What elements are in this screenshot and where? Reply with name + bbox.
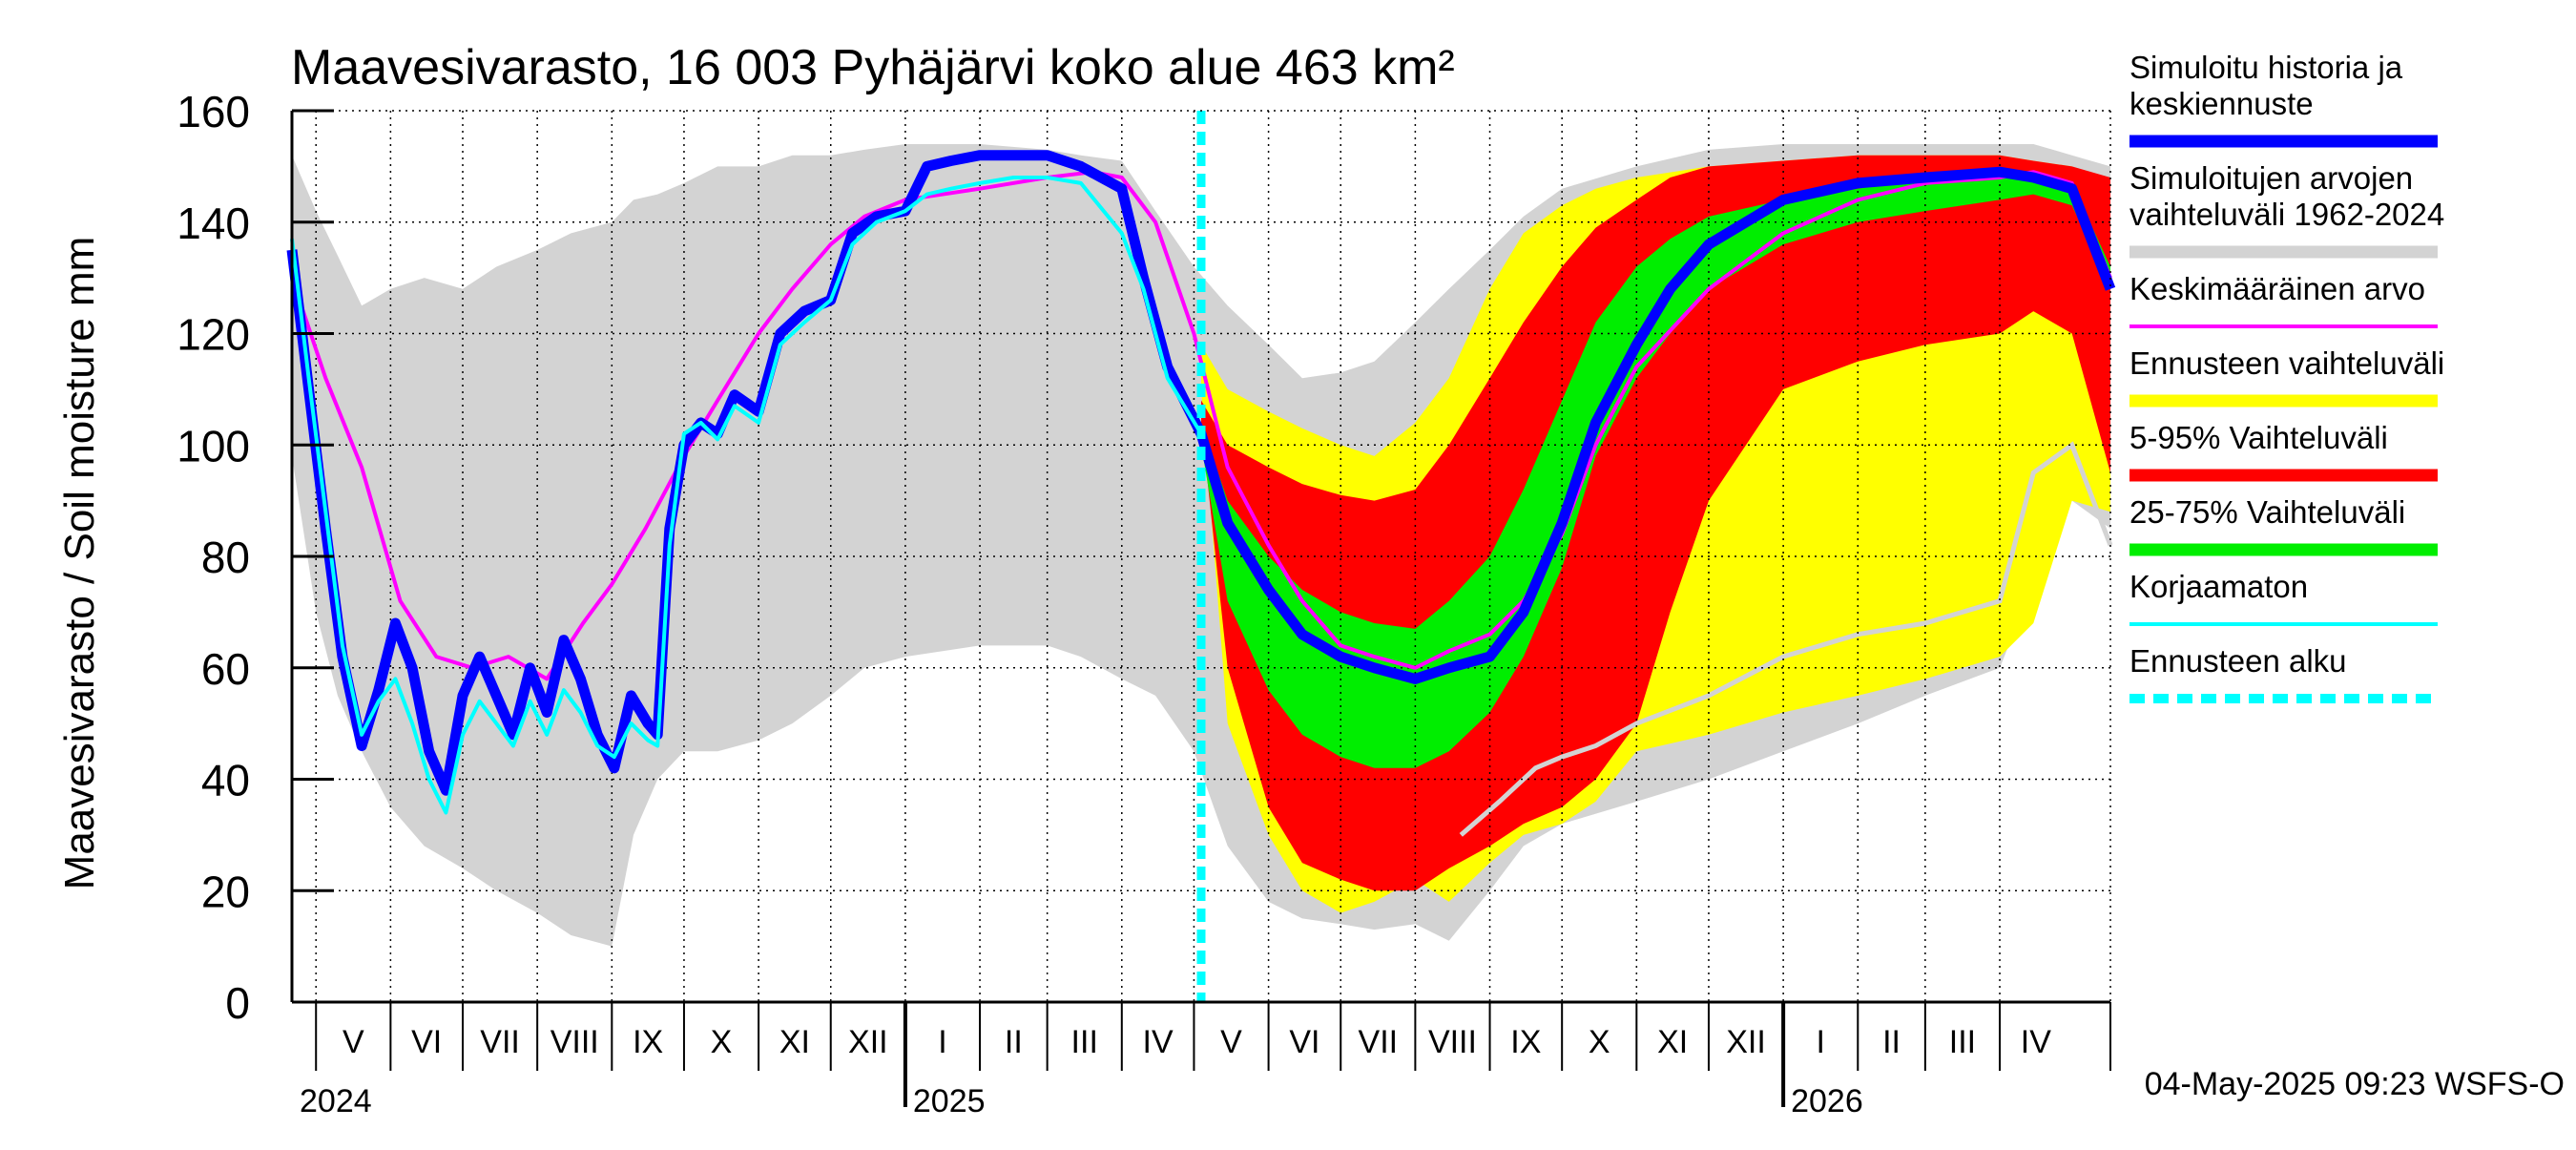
- month-label: IV: [2021, 1024, 2051, 1060]
- p25-75-band: [1201, 172, 2110, 768]
- legend-label: 25-75% Vaihteluväli: [2129, 494, 2405, 530]
- month-label: VI: [411, 1024, 442, 1060]
- month-label: VIII: [551, 1024, 599, 1060]
- month-label: I: [938, 1024, 946, 1060]
- legend-label: Simuloitu historia ja: [2129, 50, 2403, 85]
- month-label: III: [1071, 1024, 1098, 1060]
- y-tick-label: 0: [225, 978, 250, 1028]
- year-label: 2026: [1791, 1083, 1863, 1119]
- month-label: IX: [633, 1024, 663, 1060]
- y-tick-label: 100: [177, 421, 250, 470]
- month-label: XII: [848, 1024, 888, 1060]
- legend-label: 5-95% Vaihteluväli: [2129, 420, 2388, 455]
- legend-label: vaihteluväli 1962-2024: [2129, 197, 2444, 232]
- month-label: XI: [779, 1024, 810, 1060]
- legend-label: keskiennuste: [2129, 86, 2314, 121]
- y-tick-label: 120: [177, 310, 250, 360]
- month-label: VII: [1359, 1024, 1399, 1060]
- y-tick-label: 20: [201, 867, 250, 916]
- month-label: VII: [480, 1024, 520, 1060]
- year-label: 2025: [913, 1083, 986, 1119]
- month-label: IV: [1143, 1024, 1174, 1060]
- simulated-line: [286, 150, 2116, 796]
- chart-title: Maavesivarasto, 16 003 Pyhäjärvi koko al…: [291, 40, 1455, 95]
- legend-label: Simuloitujen arvojen: [2129, 160, 2413, 196]
- month-label: X: [1589, 1024, 1610, 1060]
- legend-label: Ennusteen vaihteluväli: [2129, 345, 2444, 381]
- uncorrected-line: [290, 176, 1203, 815]
- month-label: V: [1220, 1024, 1242, 1060]
- month-label: XI: [1657, 1024, 1688, 1060]
- y-tick-label: 40: [201, 756, 250, 805]
- y-tick-label: 160: [177, 87, 250, 136]
- legend-label: Korjaamaton: [2129, 569, 2308, 604]
- month-label: II: [1005, 1024, 1023, 1060]
- month-label: VIII: [1428, 1024, 1477, 1060]
- plot-area: [286, 111, 2116, 1002]
- month-label: I: [1816, 1024, 1824, 1060]
- y-tick-label: 140: [177, 199, 250, 248]
- month-label: XII: [1726, 1024, 1766, 1060]
- month-label: IX: [1510, 1024, 1541, 1060]
- legend-label: Ennusteen alku: [2129, 643, 2347, 679]
- year-label: 2024: [300, 1083, 372, 1119]
- y-tick-label: 60: [201, 644, 250, 694]
- month-label: VI: [1289, 1024, 1319, 1060]
- month-label: X: [711, 1024, 733, 1060]
- y-tick-label: 80: [201, 533, 250, 582]
- legend-label: Keskimääräinen arvo: [2129, 271, 2425, 306]
- history-median-line: [1459, 441, 2113, 837]
- y-axis-label: Maavesivarasto / Soil moisture mm: [56, 237, 103, 890]
- month-label: V: [343, 1024, 364, 1060]
- footer-timestamp: 04-May-2025 09:23 WSFS-O: [2145, 1066, 2565, 1102]
- month-label: III: [1949, 1024, 1976, 1060]
- month-label: II: [1882, 1024, 1901, 1060]
